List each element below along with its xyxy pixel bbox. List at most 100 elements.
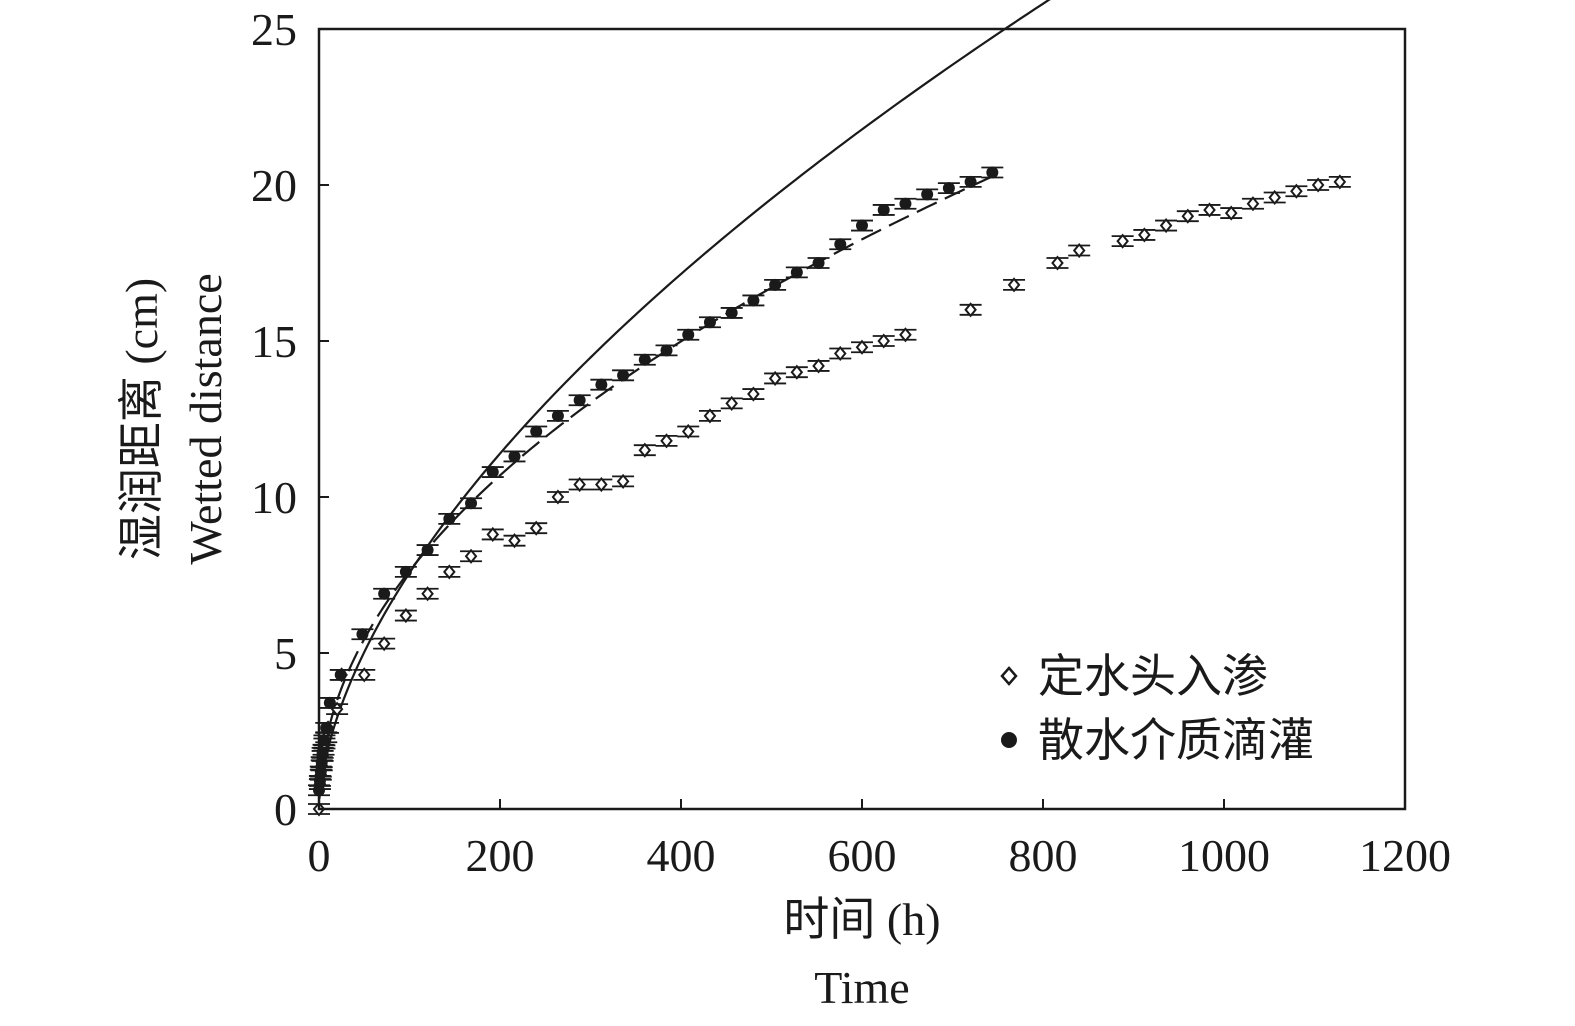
data-point [785,266,808,279]
marker-diamond [768,370,782,387]
data-point [318,696,341,709]
marker-diamond [595,476,608,493]
data-point [503,450,526,463]
data-point [525,425,548,438]
marker-diamond [1116,233,1129,249]
legend-circle-icon [1001,732,1017,748]
data-point [311,746,334,759]
x-tick-label: 0 [308,830,331,881]
x-tick-label: 1200 [1359,830,1451,881]
legend-diamond-icon [1000,666,1018,686]
data-point [937,182,960,195]
data-point [807,358,830,374]
marker-circle [378,587,391,600]
data-point [1328,174,1351,190]
marker-diamond [1224,205,1238,221]
marker-diamond [377,636,391,652]
x-tick-label: 1000 [1178,830,1270,881]
x-tick-label: 600 [828,830,897,881]
data-point [785,364,808,380]
data-point [1241,196,1264,212]
data-point [503,533,526,549]
marker-circle [747,294,760,307]
marker-diamond [573,476,586,493]
marker-circle [323,696,336,709]
data-point [981,166,1004,179]
marker-circle [573,394,586,407]
marker-circle [399,565,412,578]
marker-circle [682,328,695,341]
y-tick-label: 20 [251,160,297,211]
data-point [313,734,336,747]
marker-circle [356,628,369,641]
data-point [829,345,852,362]
marker-circle [703,316,716,329]
marker-circle [530,425,543,438]
data-point [460,497,483,510]
data-point [546,489,569,505]
data-point [438,512,461,525]
data-point [655,433,678,449]
legend-label-drip: 散水介质滴灌 [1038,715,1314,766]
marker-diamond [1246,196,1260,212]
marker-diamond [443,564,456,580]
data-point [851,219,873,232]
data-point [1263,189,1286,206]
marker-circle [508,450,521,463]
data-point [612,473,635,489]
data-point [416,544,439,557]
marker-diamond [638,442,652,458]
marker-circle [877,203,890,216]
marker-circle [638,353,651,366]
marker-diamond [508,533,521,549]
marker-diamond [1290,183,1303,199]
data-point [851,339,873,355]
data-point [872,203,895,216]
marker-diamond [1203,202,1216,218]
legend-item-drip: 散水介质滴灌 [1001,715,1314,766]
data-point [481,526,504,543]
marker-diamond [812,358,825,374]
marker-diamond [703,408,717,424]
data-point [894,197,917,210]
data-point [373,587,396,600]
data-point [742,294,765,307]
data-point [568,394,591,407]
data-point [894,327,917,343]
data-point [1198,202,1221,218]
data-point [481,466,504,479]
marker-diamond [1007,277,1021,293]
marker-circle [725,306,738,319]
data-point [959,175,982,188]
marker-circle [790,266,803,279]
data-point [525,520,548,536]
y-axis-title-cn: 湿润距离 (cm) [116,278,167,560]
x-tick-label: 800 [1009,830,1078,881]
data-point [546,409,569,422]
x-axis-title-cn: 时间 (h) [783,894,940,945]
marker-diamond [1268,189,1281,206]
marker-circle [465,497,478,510]
y-tick-label: 15 [251,316,297,367]
marker-circle [334,668,347,681]
data-point [829,238,852,251]
y-tick-label: 0 [274,784,297,835]
fit-line-series-1 [318,175,993,792]
marker-diamond [660,433,673,449]
data-point [1220,205,1243,221]
marker-circle [551,409,564,422]
data-point [677,423,700,440]
marker-circle [834,238,847,251]
data-point [1111,233,1134,249]
marker-circle [769,278,782,291]
marker-diamond [1072,242,1086,259]
marker-circle [812,257,825,269]
data-point [353,667,376,683]
data-point [1133,227,1156,243]
data-point [698,316,721,329]
x-tick-label: 400 [647,830,716,881]
marker-diamond [877,333,891,349]
legend: 定水头入渗 散水介质滴灌 [1000,651,1314,766]
marker-diamond [681,423,695,440]
